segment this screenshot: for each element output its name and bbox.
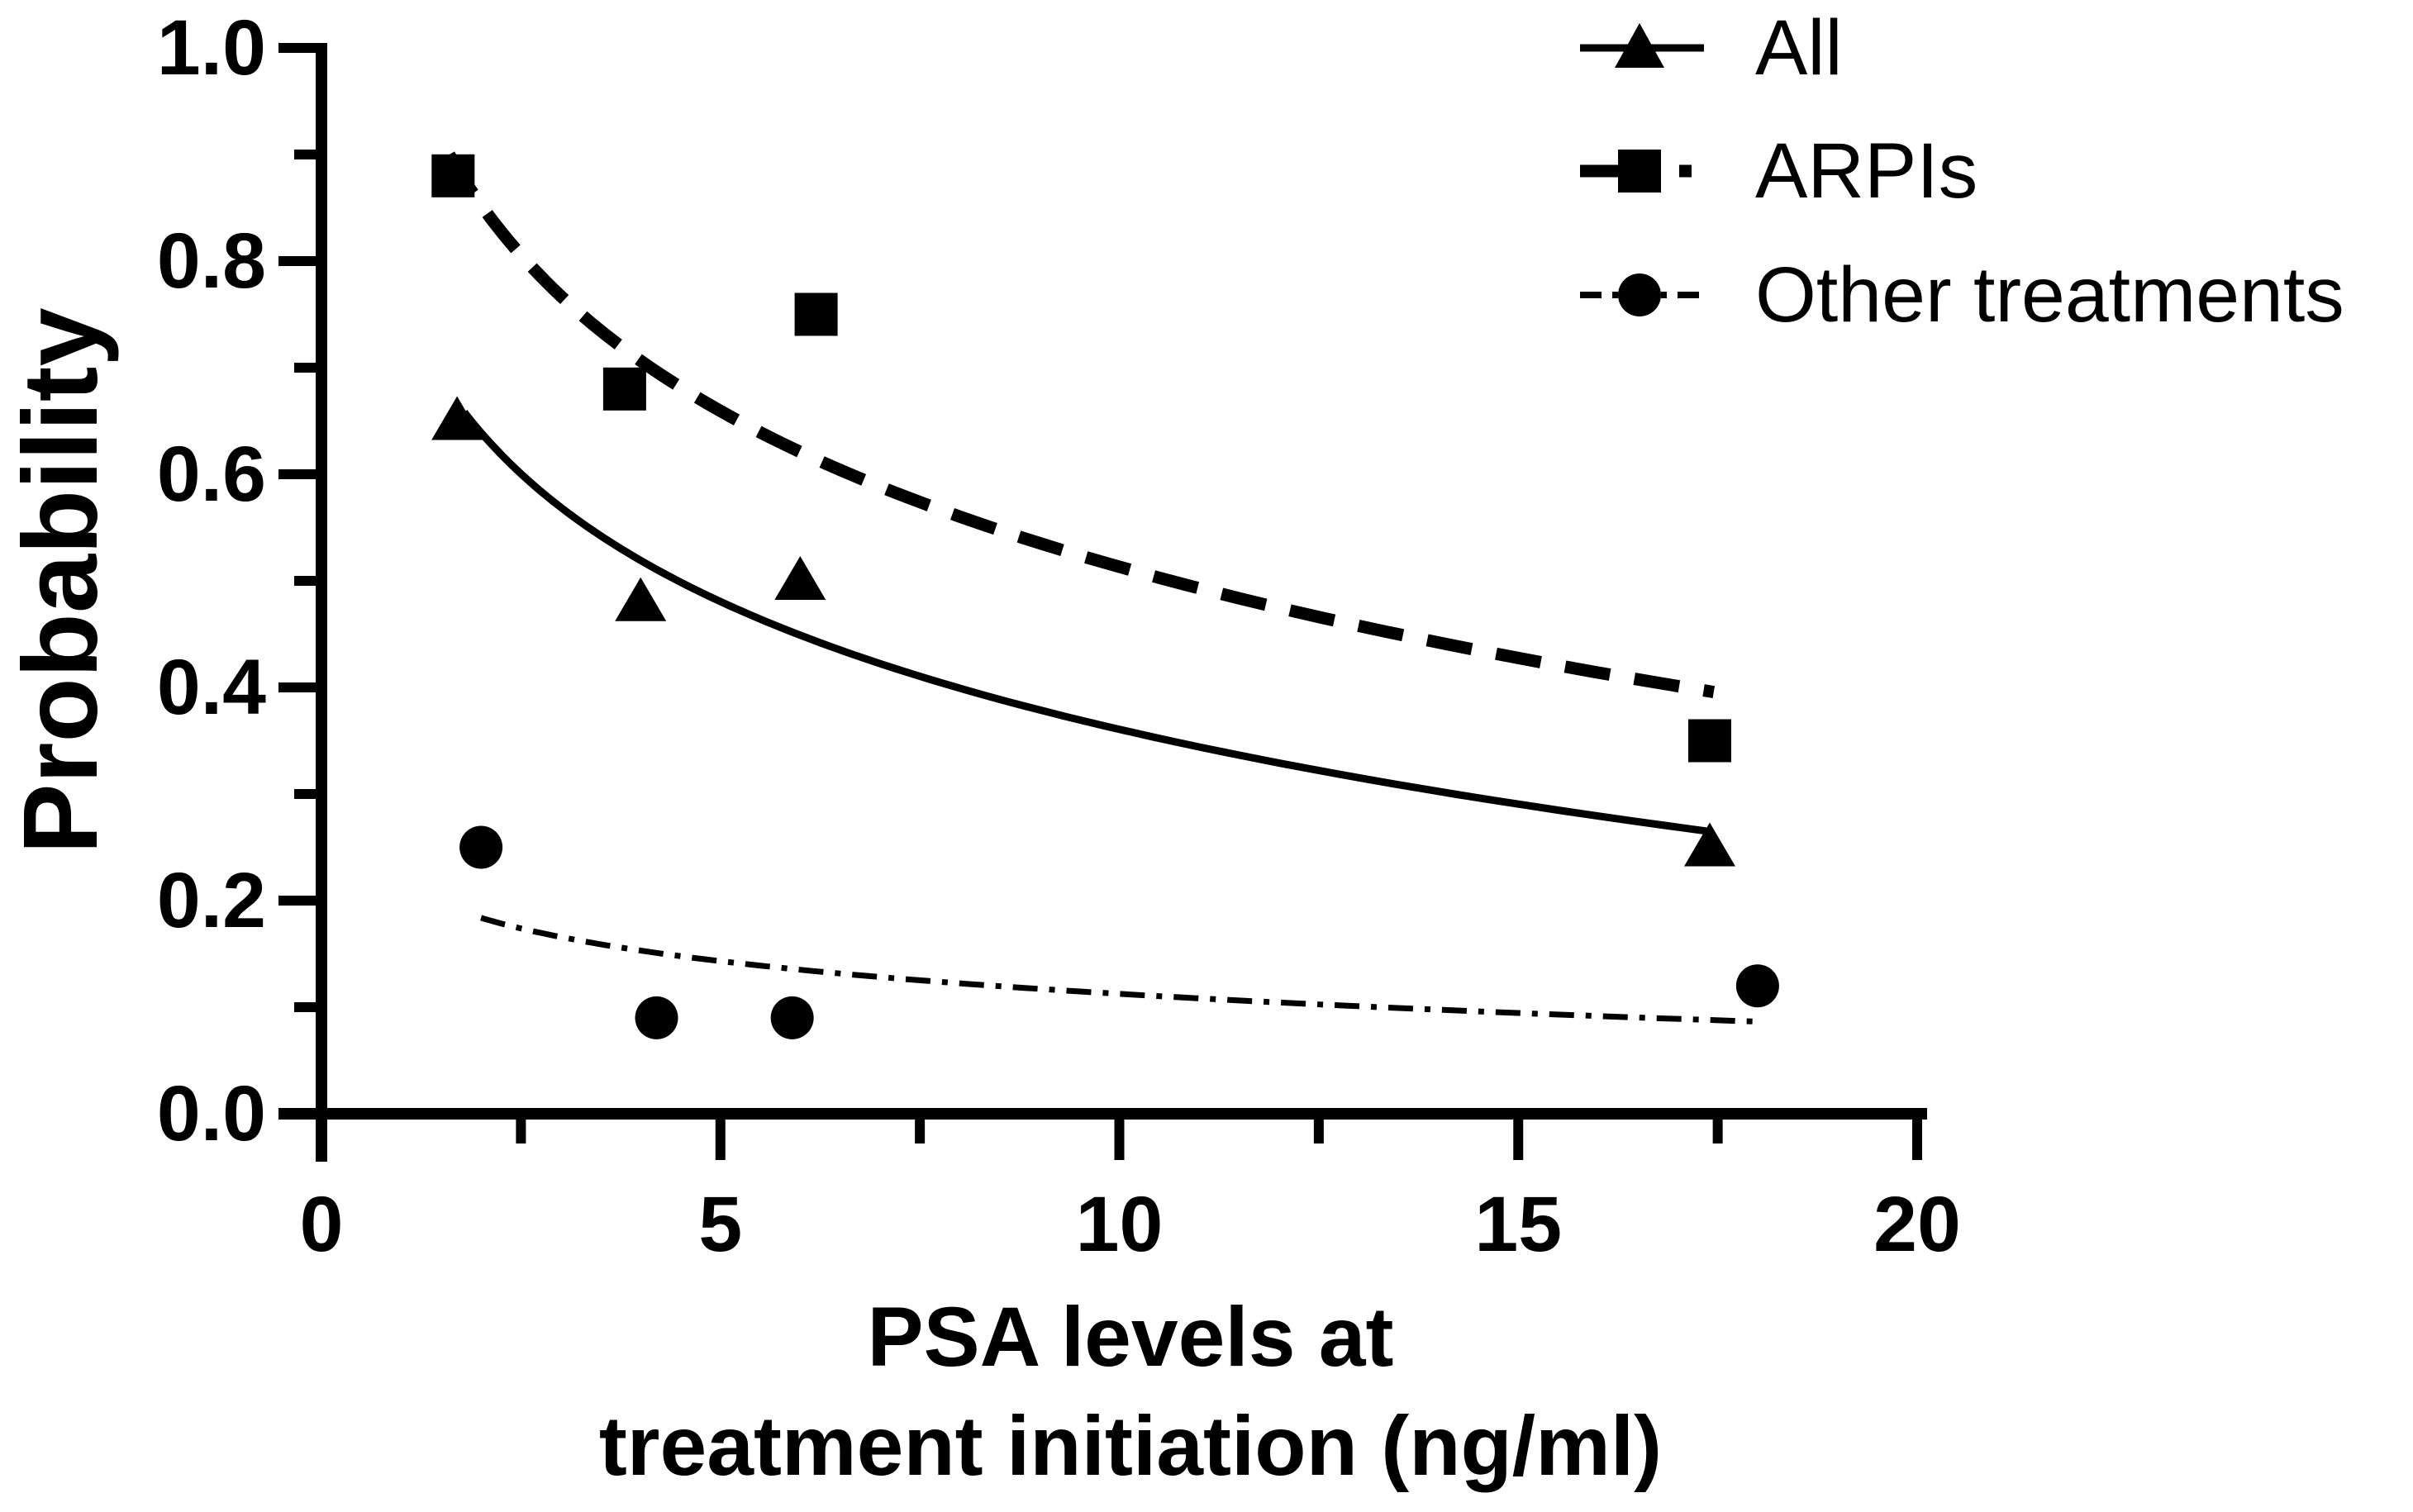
arpis-data-point — [1687, 719, 1731, 763]
x-axis-title-line2: treatment initiation (ng/ml) — [598, 1399, 1663, 1493]
legend-item-all: All — [1580, 7, 1843, 89]
all-data-point — [1683, 822, 1735, 867]
y-tick-label: 0.4 — [156, 644, 266, 731]
legend-label-arpis: ARPIs — [1755, 127, 1978, 215]
all-data-point — [431, 396, 483, 440]
all-data-point — [774, 556, 826, 600]
other-treatments-data-point — [1735, 964, 1779, 1008]
y-tick-label: 0.8 — [156, 217, 266, 305]
arpis-trend-line — [444, 151, 1716, 698]
x-tick-label: 5 — [698, 1181, 743, 1268]
other-treatments-data-point — [635, 996, 678, 1039]
x-tick-label: 0 — [299, 1181, 344, 1268]
y-axis-title: Probability — [2, 307, 120, 854]
x-tick-label: 15 — [1474, 1181, 1563, 1268]
triangle-solid-line-icon — [1580, 23, 1704, 68]
other-treatments-trend-line — [480, 915, 1759, 1025]
legend-item-other-treatments: Other treatments — [1580, 254, 2344, 336]
x-tick-label: 10 — [1075, 1181, 1164, 1268]
arpis-data-point — [602, 367, 646, 411]
arpis-data-point — [794, 292, 838, 336]
y-tick-label: 0.2 — [156, 857, 266, 944]
all-trend-line — [461, 410, 1711, 835]
circle-dashdot-line-icon — [1580, 273, 1704, 316]
x-axis-title: PSA levels at treatment initiation (ng/m… — [469, 1282, 1792, 1500]
y-tick-label: 1.0 — [156, 4, 266, 92]
x-axis-title-line1: PSA levels at — [867, 1290, 1394, 1384]
other-treatments-data-point — [459, 825, 503, 869]
square-dashed-line-icon — [1580, 150, 1704, 193]
all-data-point — [615, 577, 667, 621]
legend-label-all: All — [1755, 4, 1843, 92]
x-tick-label: 20 — [1873, 1181, 1961, 1268]
arpis-data-point — [431, 154, 475, 197]
legend-label-other-treatments: Other treatments — [1755, 251, 2344, 339]
y-tick-label: 0.0 — [156, 1070, 266, 1158]
other-treatments-data-point — [770, 996, 814, 1039]
legend: All ARPIs Other treatments — [1580, 0, 2406, 463]
legend-item-arpis: ARPIs — [1580, 130, 1978, 212]
y-tick-label: 0.6 — [156, 430, 266, 518]
